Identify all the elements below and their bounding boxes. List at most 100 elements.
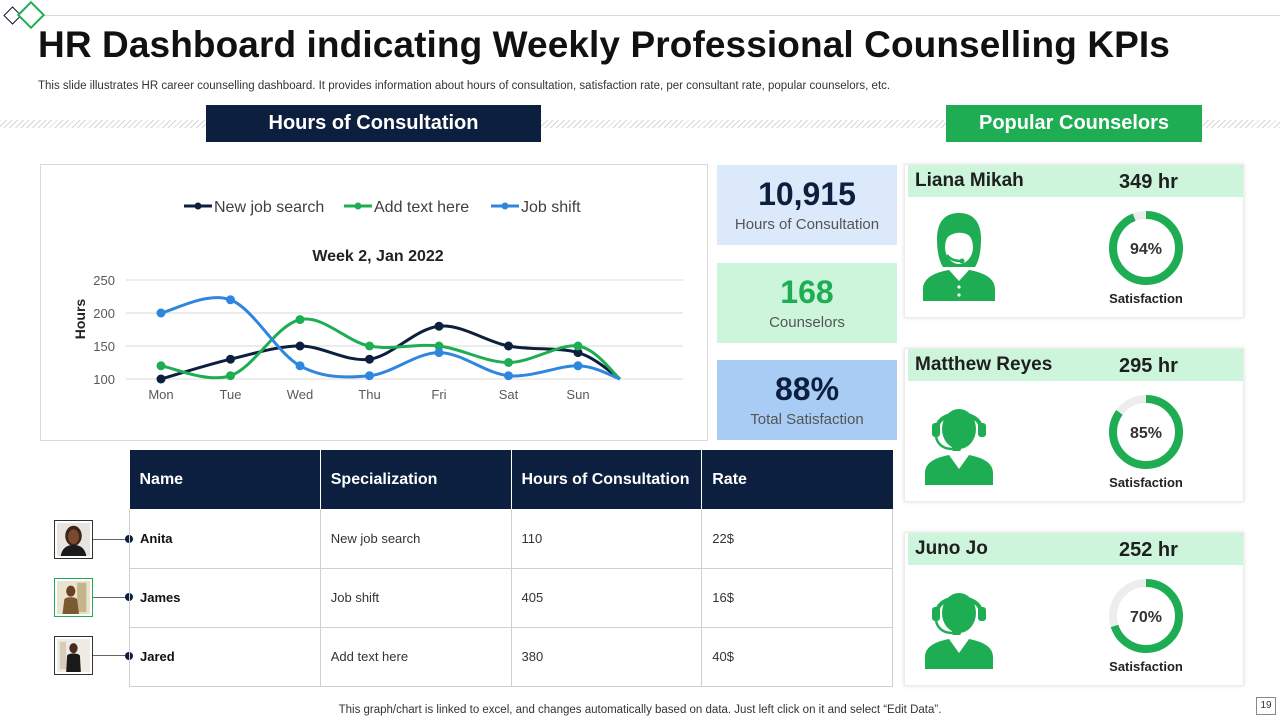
legend-marker bbox=[354, 202, 362, 210]
avatar-anita bbox=[54, 520, 93, 559]
hours-section-header: Hours of Consultation bbox=[206, 105, 541, 142]
x-tick-label: Sat bbox=[499, 387, 519, 402]
legend-marker bbox=[501, 202, 509, 210]
chart-svg: 100 150 200 250 Mon Tue Wed Thu Fri Sat Sun Hours We… bbox=[72, 199, 683, 402]
satisfaction-percent: 94% bbox=[1129, 241, 1163, 258]
donut-arc bbox=[1109, 211, 1183, 285]
counselor-card-header bbox=[908, 349, 1243, 381]
counselor-card-header bbox=[908, 165, 1243, 197]
footer-note: This graph/chart is linked to excel, and… bbox=[338, 704, 942, 716]
hatch-divider bbox=[0, 120, 206, 128]
kpi-label: Hours of Consultation bbox=[734, 215, 880, 233]
avatar-james bbox=[54, 578, 93, 617]
row-connector bbox=[93, 539, 129, 540]
x-tick-label: Fri bbox=[431, 387, 446, 402]
satisfaction-label: Satisfaction bbox=[1109, 291, 1183, 306]
legend-label: Job shift bbox=[521, 199, 581, 216]
chart-title: Week 2, Jan 2022 bbox=[312, 248, 443, 265]
counselor-hours: 349 hr bbox=[1119, 171, 1178, 193]
counselor-name: Juno Jo bbox=[915, 538, 988, 559]
data-point bbox=[573, 361, 583, 371]
satisfaction-donut bbox=[1106, 208, 1186, 293]
series-line bbox=[160, 317, 622, 381]
col-header-rate: Rate bbox=[701, 450, 893, 509]
popular-section-header: Popular Counselors bbox=[946, 105, 1202, 142]
satisfaction-donut bbox=[1106, 576, 1186, 661]
cell-specialization: Add text here bbox=[320, 627, 512, 687]
data-point bbox=[573, 341, 583, 351]
satisfaction-percent: 70% bbox=[1129, 609, 1163, 626]
x-tick-label: Sun bbox=[566, 387, 589, 402]
data-point bbox=[295, 315, 305, 325]
col-header-name: Name bbox=[129, 450, 321, 509]
cell-name: James bbox=[129, 568, 321, 628]
col-header-specialization: Specialization bbox=[320, 450, 512, 509]
top-divider bbox=[40, 15, 1280, 16]
donut-arc bbox=[1109, 395, 1183, 469]
counselor-hours: 252 hr bbox=[1119, 539, 1178, 561]
col-header-hours: Hours of Consultation bbox=[511, 450, 703, 509]
kpi-hours-tile: 10,915 Hours of Consultation bbox=[717, 165, 897, 245]
counselor-name: Liana Mikah bbox=[915, 170, 1024, 191]
cell-hours: 380 bbox=[511, 627, 703, 687]
x-tick-label: Thu bbox=[358, 387, 380, 402]
cell-hours: 110 bbox=[511, 509, 703, 569]
cell-name: Jared bbox=[129, 627, 321, 687]
counselor-name: Matthew Reyes bbox=[915, 354, 1053, 375]
data-point bbox=[504, 341, 513, 351]
data-point bbox=[295, 361, 305, 371]
cell-rate: 16$ bbox=[701, 568, 893, 628]
kpi-value: 10,915 bbox=[758, 175, 856, 212]
female-support-agent-icon bbox=[919, 209, 999, 309]
cell-specialization: New job search bbox=[320, 509, 512, 569]
data-point bbox=[226, 354, 235, 364]
kpi-label: Total Satisfaction bbox=[750, 410, 864, 428]
counselor-hours: 295 hr bbox=[1119, 355, 1178, 377]
data-point bbox=[434, 321, 444, 331]
table-header-row: Name Specialization Hours of Consultatio… bbox=[129, 450, 893, 509]
x-tick-label: Tue bbox=[220, 387, 242, 402]
data-point bbox=[365, 354, 374, 364]
satisfaction-label: Satisfaction bbox=[1109, 659, 1183, 674]
kpi-satisfaction-tile: 88% Total Satisfaction bbox=[717, 360, 897, 440]
cell-specialization: Job shift bbox=[320, 568, 512, 628]
data-point bbox=[226, 295, 235, 305]
kpi-counselors-tile: 168 Counselors bbox=[717, 263, 897, 343]
data-point bbox=[365, 341, 374, 351]
hatch-divider bbox=[1202, 120, 1280, 128]
consultation-line-chart[interactable]: 100 150 200 250 Mon Tue Wed Thu Fri Sat Sun Hours We… bbox=[40, 164, 708, 441]
x-tick-label: Wed bbox=[287, 387, 314, 402]
counselor-table: Name Specialization Hours of Consultatio… bbox=[129, 450, 893, 687]
data-point bbox=[504, 371, 513, 381]
satisfaction-percent: 85% bbox=[1129, 425, 1163, 442]
data-point bbox=[434, 348, 444, 358]
donut-arc bbox=[1109, 579, 1183, 653]
y-tick-label: 200 bbox=[93, 306, 115, 321]
kpi-label: Counselors bbox=[769, 313, 845, 331]
y-tick-label: 100 bbox=[93, 372, 115, 387]
series-line bbox=[160, 296, 621, 381]
satisfaction-label: Satisfaction bbox=[1109, 475, 1183, 490]
table-row: Anita New job search 110 22$ bbox=[129, 509, 893, 569]
satisfaction-donut bbox=[1106, 392, 1186, 477]
y-axis-label: Hours bbox=[72, 299, 88, 340]
data-point bbox=[156, 374, 166, 384]
table-row: Jared Add text here 380 40$ bbox=[129, 627, 893, 687]
counselor-card: Matthew Reyes 295 hr 85% Satisfaction bbox=[904, 348, 1244, 502]
kpi-value: 88% bbox=[774, 370, 840, 407]
data-point bbox=[573, 348, 583, 358]
legend-marker bbox=[194, 202, 202, 210]
y-tick-label: 250 bbox=[93, 273, 115, 288]
y-tick-label: 150 bbox=[93, 339, 115, 354]
data-point bbox=[365, 371, 374, 381]
data-point bbox=[504, 358, 513, 367]
data-point bbox=[226, 371, 235, 381]
row-dot bbox=[125, 652, 133, 660]
page-number: 19 bbox=[1256, 697, 1276, 715]
data-point bbox=[295, 341, 305, 351]
row-connector bbox=[93, 597, 129, 598]
hatch-divider bbox=[541, 120, 946, 128]
counselor-card: Liana Mikah 349 hr 94% Satisfaction bbox=[904, 164, 1244, 318]
x-tick-label: Mon bbox=[148, 387, 173, 402]
row-dot bbox=[125, 593, 133, 601]
